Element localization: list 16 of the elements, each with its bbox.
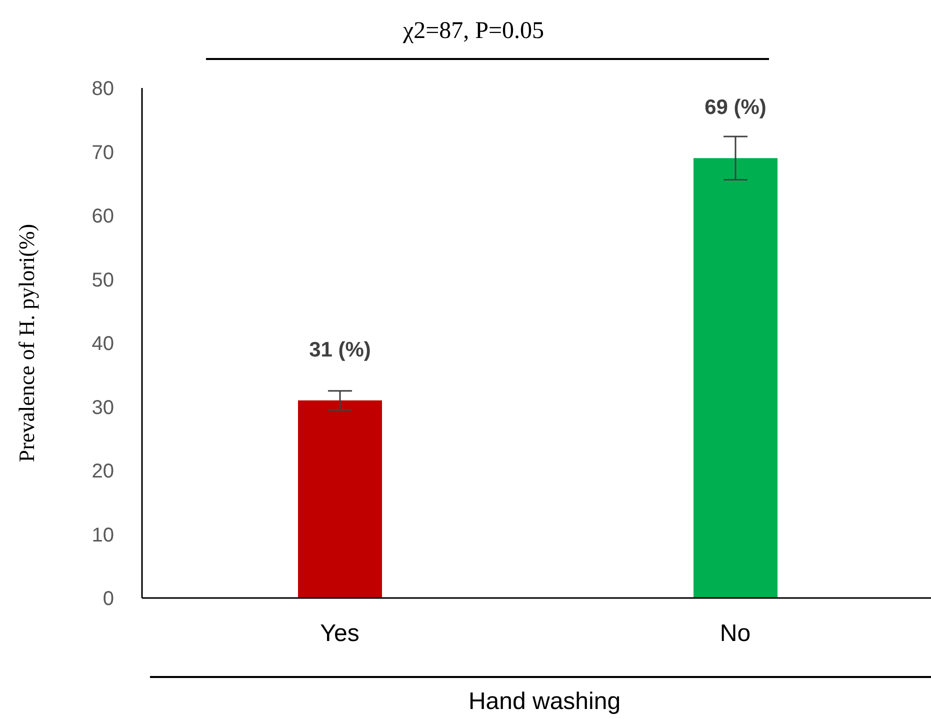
y-tick-label: 80 [92, 78, 114, 100]
x-tick-label: No [720, 620, 751, 648]
data-label: 69 (%) [704, 96, 766, 120]
y-tick-label: 20 [92, 460, 114, 483]
y-tick-label: 70 [92, 142, 114, 164]
y-tick-label: 0 [102, 588, 114, 610]
x-tick-label: Yes [320, 620, 360, 648]
chart-title: χ2=87, P=0.05 [402, 18, 546, 45]
y-axis-title: Prevalence of H. pylori(%) [14, 224, 39, 462]
data-label: 31 (%) [309, 338, 371, 362]
y-tick-label: 60 [92, 206, 114, 228]
y-tick-label: 50 [92, 269, 114, 292]
y-tick-label: 40 [92, 333, 114, 356]
y-tick-label: 30 [92, 396, 114, 419]
y-tick-label: 10 [92, 524, 114, 546]
x-axis-title: Hand washing [467, 688, 622, 716]
